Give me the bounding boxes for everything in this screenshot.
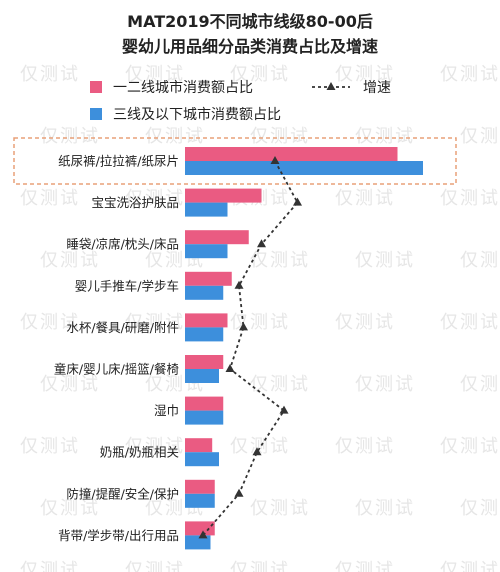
bar-tier3-1 [185, 202, 228, 217]
bars [185, 147, 423, 550]
watermark-text-37: 仅测试 [250, 498, 310, 519]
watermark-text-11: 仅测试 [125, 188, 185, 209]
growth-marker-1 [293, 197, 302, 206]
watermark-text-40: 仅测试 [20, 560, 80, 572]
watermark-text-41: 仅测试 [125, 560, 185, 572]
watermark-text-30: 仅测试 [20, 436, 80, 457]
category-label-6: 湿巾 [154, 403, 179, 418]
category-label-4: 水杯/餐具/研磨/附件 [66, 320, 179, 335]
growth-line [202, 160, 299, 536]
watermark-text-32: 仅测试 [230, 436, 290, 457]
watermark-text-5: 仅测试 [40, 126, 100, 147]
category-labels: 纸尿裤/拉拉裤/纸尿片宝宝洗浴护肤品睡袋/凉席/枕头/床品婴儿手推车/学步车水杯… [54, 154, 179, 543]
bar-tier1-2 [185, 230, 249, 245]
watermark-text-1: 仅测试 [125, 64, 185, 85]
watermark-text-20: 仅测试 [20, 312, 80, 333]
watermark-text-6: 仅测试 [145, 126, 205, 147]
watermark-text-33: 仅测试 [335, 436, 395, 457]
category-label-7: 奶瓶/奶瓶相关 [100, 445, 179, 460]
watermark-text-42: 仅测试 [230, 560, 290, 572]
bar-tier1-9 [185, 521, 215, 536]
growth-marker-2 [257, 239, 266, 248]
bar-tier3-0 [185, 161, 423, 175]
watermark-text-24: 仅测试 [440, 312, 500, 333]
bar-tier1-8 [185, 479, 215, 494]
legend: 一二线城市消费额占比 增速 三线及以下城市消费额占比 [90, 79, 391, 123]
watermark-text-29: 仅测试 [460, 374, 500, 395]
watermark-text-7: 仅测试 [250, 126, 310, 147]
watermark-text-8: 仅测试 [355, 126, 415, 147]
watermark-text-31: 仅测试 [125, 436, 185, 457]
watermark-text-14: 仅测试 [440, 188, 500, 209]
watermark-text-17: 仅测试 [250, 250, 310, 271]
watermark-text-9: 仅测试 [460, 126, 500, 147]
growth-marker-4 [239, 322, 248, 331]
highlight-box [13, 137, 457, 185]
watermark-text-44: 仅测试 [440, 560, 500, 572]
growth-marker-8 [234, 488, 244, 497]
watermark-text-28: 仅测试 [355, 374, 415, 395]
growth-series [198, 156, 302, 539]
category-label-3: 婴儿手推车/学步车 [75, 278, 179, 293]
watermark-text-43: 仅测试 [335, 560, 395, 572]
bar-tier1-4 [185, 313, 228, 328]
category-label-5: 童床/婴儿床/摇篮/餐椅 [54, 362, 179, 377]
growth-marker-6 [279, 405, 289, 414]
growth-marker-7 [252, 447, 262, 456]
bar-tier3-4 [185, 327, 224, 342]
watermark-text-38: 仅测试 [355, 498, 415, 519]
bar-tier3-8 [185, 493, 215, 508]
category-label-8: 防撞/提醒/安全/保护 [66, 486, 179, 501]
category-label-9: 背带/学步带/出行用品 [58, 528, 179, 543]
bar-tier1-7 [185, 438, 213, 453]
watermark-text-10: 仅测试 [20, 188, 80, 209]
bar-tier1-1 [185, 188, 262, 203]
growth-marker-5 [225, 364, 235, 372]
chart-title-line-2: 婴幼儿用品细分品类消费占比及增速 [122, 37, 378, 56]
category-label-1: 宝宝洗浴护肤品 [91, 195, 179, 210]
watermark-text-25: 仅测试 [40, 374, 100, 395]
bar-tier3-9 [185, 535, 211, 550]
watermark-text-3: 仅测试 [335, 64, 395, 85]
bar-tier1-5 [185, 355, 224, 369]
watermark-text-19: 仅测试 [460, 250, 500, 271]
legend-label-tier1: 一二线城市消费额占比 [113, 79, 253, 96]
watermark-text-15: 仅测试 [40, 250, 100, 271]
watermark-text-34: 仅测试 [440, 436, 500, 457]
bar-tier3-5 [185, 369, 219, 383]
chart-title-line-1: MAT2019不同城市线级80-00后 [127, 12, 373, 31]
watermark-text-35: 仅测试 [40, 498, 100, 519]
legend-label-tier3: 三线及以下城市消费额占比 [113, 106, 281, 123]
category-label-0: 纸尿裤/拉拉裤/纸尿片 [58, 154, 179, 169]
category-label-2: 睡袋/凉席/枕头/床品 [66, 237, 179, 252]
watermark-text-23: 仅测试 [335, 312, 395, 333]
bar-tier1-0 [185, 147, 398, 161]
legend-growth-line [312, 82, 350, 90]
bar-tier3-7 [185, 452, 219, 467]
growth-marker-9 [198, 530, 208, 539]
bar-tier1-6 [185, 396, 224, 411]
bar-tier3-6 [185, 410, 224, 425]
watermark-text-22: 仅测试 [230, 312, 290, 333]
bar-tier3-2 [185, 244, 228, 259]
watermark-text-21: 仅测试 [125, 312, 185, 333]
watermark-text-39: 仅测试 [460, 498, 500, 519]
growth-marker-0 [270, 156, 280, 164]
watermark-text-2: 仅测试 [230, 64, 290, 85]
watermark-text-13: 仅测试 [335, 188, 395, 209]
watermark-text-4: 仅测试 [440, 64, 500, 85]
watermark-text-0: 仅测试 [20, 64, 80, 85]
legend-swatch-tier1 [90, 81, 102, 93]
legend-swatch-tier3 [90, 108, 102, 120]
legend-label-growth: 增速 [363, 80, 391, 96]
bar-tier3-3 [185, 285, 224, 300]
watermark-text-27: 仅测试 [250, 374, 310, 395]
growth-marker-3 [234, 280, 244, 289]
bar-tier1-3 [185, 271, 232, 286]
watermark-text-18: 仅测试 [355, 250, 415, 271]
